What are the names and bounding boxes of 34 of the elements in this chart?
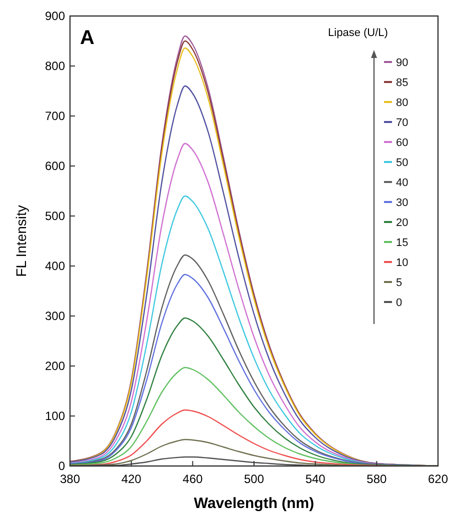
legend-label: 70 bbox=[396, 117, 408, 129]
x-axis-title: Wavelength (nm) bbox=[194, 495, 314, 512]
legend-label: 60 bbox=[396, 137, 408, 149]
x-tick-label: 540 bbox=[305, 472, 326, 486]
x-tick-label: 500 bbox=[244, 472, 264, 486]
x-tick-label: 460 bbox=[182, 472, 203, 486]
legend-label: 85 bbox=[396, 77, 408, 89]
y-tick-label: 300 bbox=[44, 309, 66, 324]
x-tick-label: 580 bbox=[366, 472, 387, 486]
legend-label: 20 bbox=[396, 217, 408, 229]
x-tick-label: 420 bbox=[121, 472, 142, 486]
y-tick-label: 0 bbox=[58, 459, 66, 474]
y-axis-title: FL Intensity bbox=[13, 205, 29, 277]
legend-label: 80 bbox=[396, 97, 408, 109]
legend-label: 40 bbox=[396, 177, 408, 189]
y-tick-label: 900 bbox=[44, 9, 66, 24]
x-tick-label: 380 bbox=[60, 472, 80, 486]
y-tick-label: 800 bbox=[44, 59, 66, 74]
legend-label: 50 bbox=[396, 157, 408, 169]
legend-label: 15 bbox=[396, 237, 408, 249]
y-tick-label: 500 bbox=[44, 209, 66, 224]
y-tick-label: 400 bbox=[44, 259, 66, 274]
legend-label: 10 bbox=[396, 257, 408, 269]
legend-title: Lipase (U/L) bbox=[328, 27, 388, 39]
y-tick-label: 600 bbox=[44, 159, 66, 174]
legend-label: 90 bbox=[396, 57, 408, 69]
x-tick-label: 620 bbox=[428, 472, 448, 486]
legend-label: 30 bbox=[396, 197, 408, 209]
y-tick-label: 700 bbox=[44, 109, 66, 124]
y-tick-label: 100 bbox=[44, 409, 66, 424]
legend-label: 0 bbox=[396, 297, 402, 309]
legend-label: 5 bbox=[396, 277, 402, 289]
annotation: A bbox=[80, 27, 94, 49]
y-tick-label: 200 bbox=[44, 359, 66, 374]
